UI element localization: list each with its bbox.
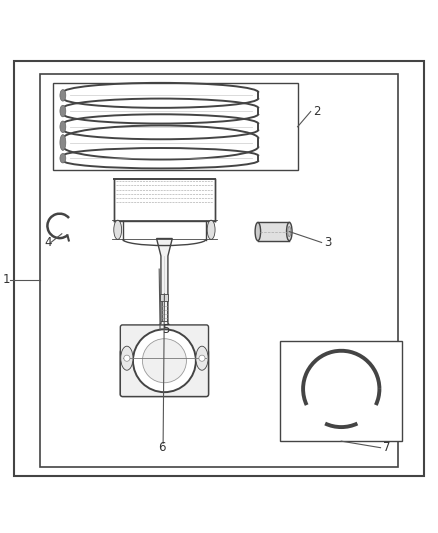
Ellipse shape [60, 90, 66, 101]
Text: 5: 5 [162, 324, 170, 336]
Circle shape [124, 355, 130, 361]
Polygon shape [148, 238, 181, 338]
FancyBboxPatch shape [120, 350, 208, 397]
FancyBboxPatch shape [120, 325, 208, 397]
Bar [280, 341, 403, 441]
Text: 3: 3 [324, 236, 331, 249]
Bar [40, 75, 398, 467]
Ellipse shape [286, 222, 292, 241]
Ellipse shape [60, 121, 66, 133]
Ellipse shape [114, 220, 122, 239]
Ellipse shape [288, 227, 291, 237]
Text: 6: 6 [158, 441, 166, 454]
Circle shape [199, 355, 205, 361]
Circle shape [142, 338, 187, 383]
Bar [160, 294, 168, 301]
Ellipse shape [121, 346, 133, 370]
Ellipse shape [60, 106, 66, 117]
Ellipse shape [196, 346, 208, 370]
Text: 1: 1 [3, 273, 11, 286]
Ellipse shape [60, 154, 66, 163]
Text: 4: 4 [44, 236, 52, 249]
Text: 7: 7 [383, 441, 390, 454]
Circle shape [133, 329, 196, 392]
Ellipse shape [207, 220, 215, 239]
Bar [53, 83, 297, 171]
Ellipse shape [60, 135, 66, 150]
Ellipse shape [255, 222, 261, 241]
Text: 2: 2 [313, 105, 320, 118]
